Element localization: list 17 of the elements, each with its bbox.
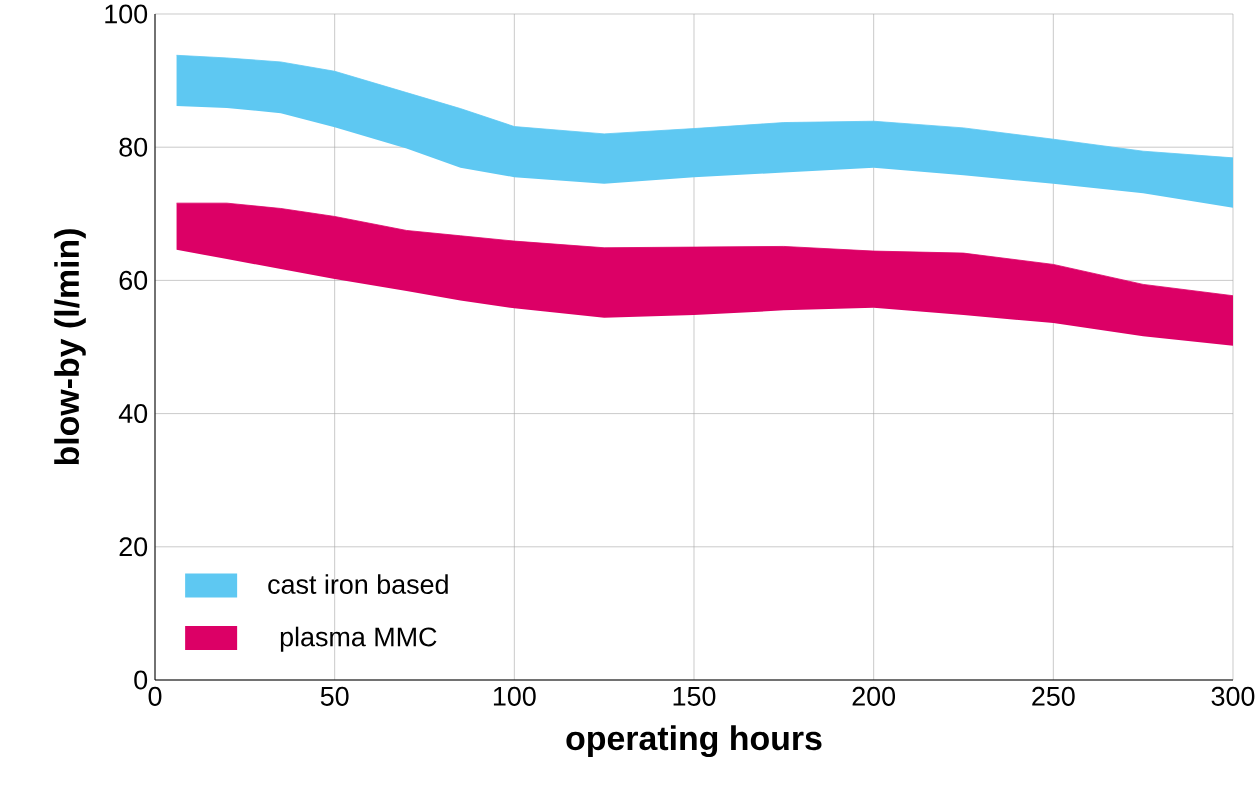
y-tick-label: 0 — [134, 670, 148, 690]
y-tick-label: 80 — [119, 137, 148, 157]
x-tick-label: 50 — [320, 686, 349, 706]
legend-label: cast iron based — [268, 574, 448, 594]
x-tick-label: 200 — [852, 686, 896, 706]
x-axis-title: operating hours — [566, 725, 822, 758]
y-axis-title: blow-by (l/min) — [54, 229, 86, 465]
y-tick-label: 100 — [105, 4, 148, 24]
x-tick-label: 100 — [493, 686, 536, 706]
x-tick-label: 300 — [1211, 686, 1255, 706]
legend-label: plasma MMC — [280, 626, 437, 652]
y-tick-label: 20 — [119, 537, 148, 557]
x-tick-label: 0 — [148, 686, 162, 706]
y-tick-label: 60 — [119, 270, 148, 290]
y-tick-label: 40 — [118, 404, 148, 424]
x-tick-label: 250 — [1032, 686, 1075, 706]
x-tick-label: 150 — [673, 686, 716, 706]
